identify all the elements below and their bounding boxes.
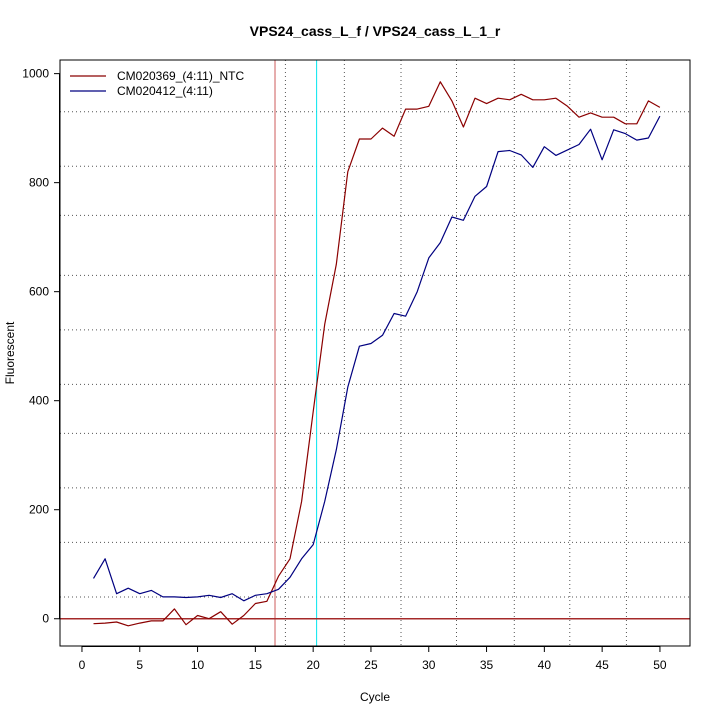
series-line-2 — [92, 115, 661, 602]
y-tick-label: 200 — [29, 503, 49, 517]
x-axis-label: Cycle — [360, 690, 390, 704]
x-tick-label: 25 — [364, 658, 378, 672]
y-tick-label: 800 — [29, 176, 49, 190]
x-tick-label: 30 — [422, 658, 436, 672]
x-tick-label: 15 — [249, 658, 263, 672]
series-layer — [92, 81, 661, 627]
x-tick-label: 0 — [79, 658, 86, 672]
y-tick-label: 400 — [29, 394, 49, 408]
series-line-1 — [93, 81, 661, 627]
x-tick-label: 50 — [653, 658, 667, 672]
legend-label: CM020412_(4:11) — [117, 84, 213, 98]
x-tick-label: 10 — [191, 658, 205, 672]
y-tick-label: 600 — [29, 285, 49, 299]
x-tick-label: 40 — [538, 658, 552, 672]
y-axis-label: Fluorescent — [3, 321, 17, 384]
x-tick-label: 45 — [595, 658, 609, 672]
y-tick-label: 1000 — [22, 67, 49, 81]
legend-label: CM020369_(4:11)_NTC — [117, 69, 245, 83]
y-tick-label: 0 — [42, 612, 49, 626]
axis-layer: 0 5 10 15 20 25 30 35 40 45 50 0 200 400 600 800 1000 — [22, 67, 667, 672]
x-tick-label: 35 — [480, 658, 494, 672]
grid-layer — [60, 60, 690, 646]
x-tick-label: 20 — [306, 658, 320, 672]
x-tick-label: 5 — [136, 658, 143, 672]
chart-title: VPS24_cass_L_f / VPS24_cass_L_1_r — [250, 23, 501, 39]
